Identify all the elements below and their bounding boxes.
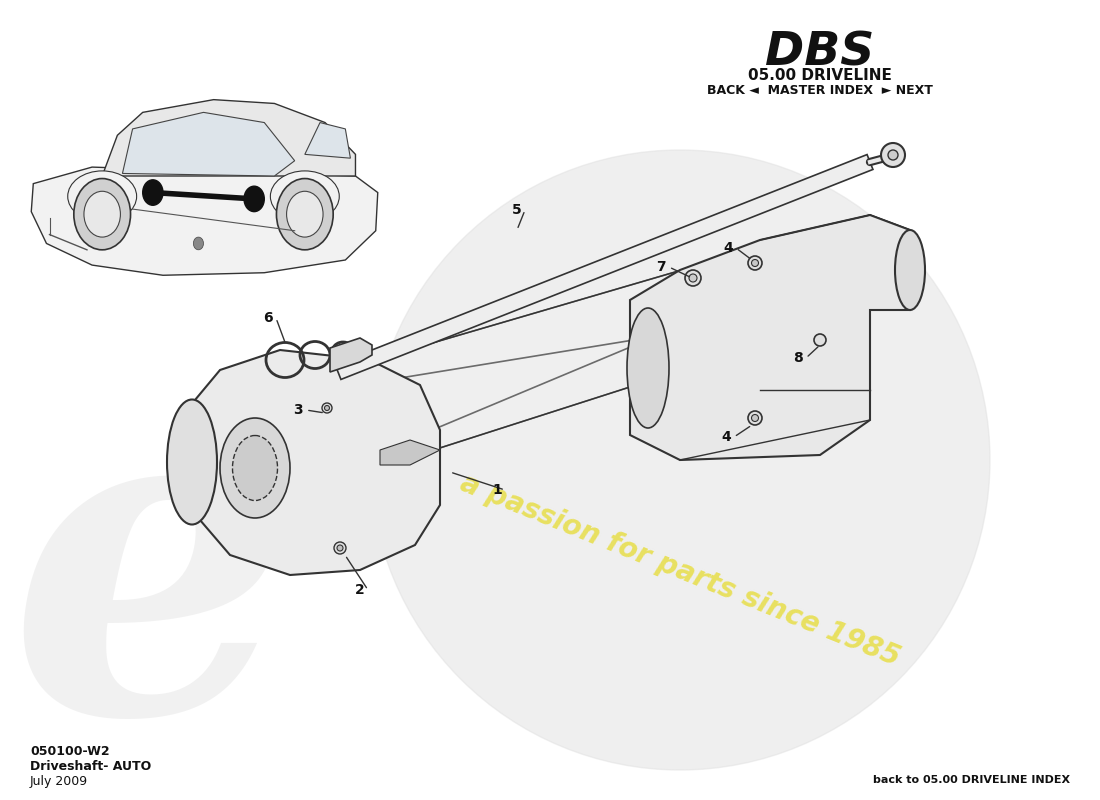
Text: 1: 1 (492, 483, 502, 497)
Circle shape (324, 406, 330, 410)
Circle shape (888, 150, 898, 160)
Polygon shape (265, 215, 910, 500)
Polygon shape (336, 154, 873, 379)
Circle shape (143, 180, 163, 206)
Text: e: e (9, 375, 292, 800)
Text: back to 05.00 DRIVELINE INDEX: back to 05.00 DRIVELINE INDEX (873, 775, 1070, 785)
Circle shape (74, 178, 131, 250)
Text: 2: 2 (355, 583, 365, 597)
Ellipse shape (220, 418, 290, 518)
Text: 4: 4 (722, 430, 730, 444)
Circle shape (748, 256, 762, 270)
Ellipse shape (895, 230, 925, 310)
Circle shape (881, 143, 905, 167)
Circle shape (814, 334, 826, 346)
Text: 050100-W2: 050100-W2 (30, 745, 110, 758)
Text: 6: 6 (263, 311, 273, 325)
Text: BACK ◄  MASTER INDEX  ► NEXT: BACK ◄ MASTER INDEX ► NEXT (707, 84, 933, 97)
Text: a passion for parts since 1985: a passion for parts since 1985 (456, 469, 904, 671)
Circle shape (276, 178, 333, 250)
Polygon shape (305, 122, 351, 158)
Ellipse shape (167, 399, 217, 525)
Text: Driveshaft- AUTO: Driveshaft- AUTO (30, 760, 152, 773)
Circle shape (689, 274, 697, 282)
Polygon shape (630, 215, 910, 460)
Circle shape (337, 545, 343, 551)
Circle shape (244, 186, 264, 212)
Circle shape (748, 411, 762, 425)
Text: DBS: DBS (766, 30, 874, 75)
Text: 3: 3 (294, 403, 302, 417)
Ellipse shape (232, 435, 277, 501)
Text: 05.00 DRIVELINE: 05.00 DRIVELINE (748, 68, 892, 83)
Text: 5: 5 (513, 203, 521, 217)
Text: July 2009: July 2009 (30, 775, 88, 788)
Ellipse shape (271, 171, 339, 222)
Circle shape (685, 270, 701, 286)
Polygon shape (31, 167, 377, 275)
Polygon shape (379, 440, 440, 465)
Circle shape (751, 414, 759, 422)
Ellipse shape (627, 308, 669, 428)
Circle shape (751, 259, 759, 266)
Circle shape (84, 191, 120, 237)
Text: 4: 4 (723, 241, 733, 255)
Circle shape (287, 191, 323, 237)
Circle shape (334, 542, 346, 554)
Polygon shape (122, 112, 295, 176)
Polygon shape (102, 100, 355, 176)
Text: 8: 8 (793, 351, 803, 365)
Ellipse shape (68, 171, 136, 222)
Circle shape (194, 237, 204, 250)
Circle shape (370, 150, 990, 770)
Polygon shape (185, 350, 440, 575)
Text: 7: 7 (657, 260, 665, 274)
Polygon shape (330, 338, 372, 372)
Circle shape (322, 403, 332, 413)
